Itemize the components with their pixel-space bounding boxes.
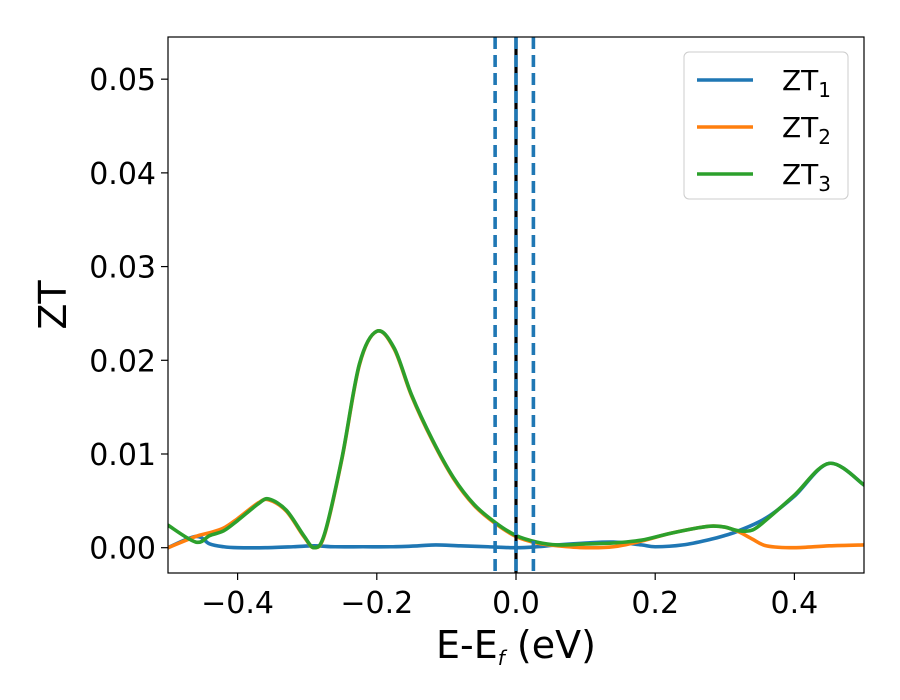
y-tick-label: 0.04 xyxy=(89,157,156,192)
x-axis-title: E-Ef (eV) xyxy=(436,623,596,670)
legend: ZT1 ZT2 ZT3 xyxy=(683,51,849,200)
y-tick-label: 0.00 xyxy=(89,532,156,567)
x-tick-label: −0.2 xyxy=(340,586,413,621)
y-tick-label: 0.01 xyxy=(89,438,156,473)
x-tick-label: 0.4 xyxy=(771,586,819,621)
y-axis-ticks: 0.00 0.01 0.02 0.03 0.04 0.05 xyxy=(89,63,168,567)
legend-label-zt1: ZT1 xyxy=(782,64,831,102)
y-axis-title: ZT xyxy=(31,280,75,330)
legend-label-zt2: ZT2 xyxy=(782,111,831,149)
series-line-zt3 xyxy=(168,329,864,550)
x-tick-label: −0.4 xyxy=(201,586,274,621)
x-tick-label: 0.2 xyxy=(631,586,679,621)
y-tick-label: 0.03 xyxy=(89,251,156,286)
x-tick-label: 0.0 xyxy=(492,586,540,621)
series-layer xyxy=(168,329,864,550)
x-axis-ticks: −0.4 −0.2 0.0 0.2 0.4 xyxy=(201,573,818,621)
y-tick-label: 0.05 xyxy=(89,63,156,98)
legend-frame xyxy=(683,51,849,200)
vertical-lines xyxy=(493,37,536,573)
y-tick-label: 0.02 xyxy=(89,344,156,379)
legend-label-zt3: ZT3 xyxy=(782,158,831,196)
series-line-zt1 xyxy=(168,461,864,550)
